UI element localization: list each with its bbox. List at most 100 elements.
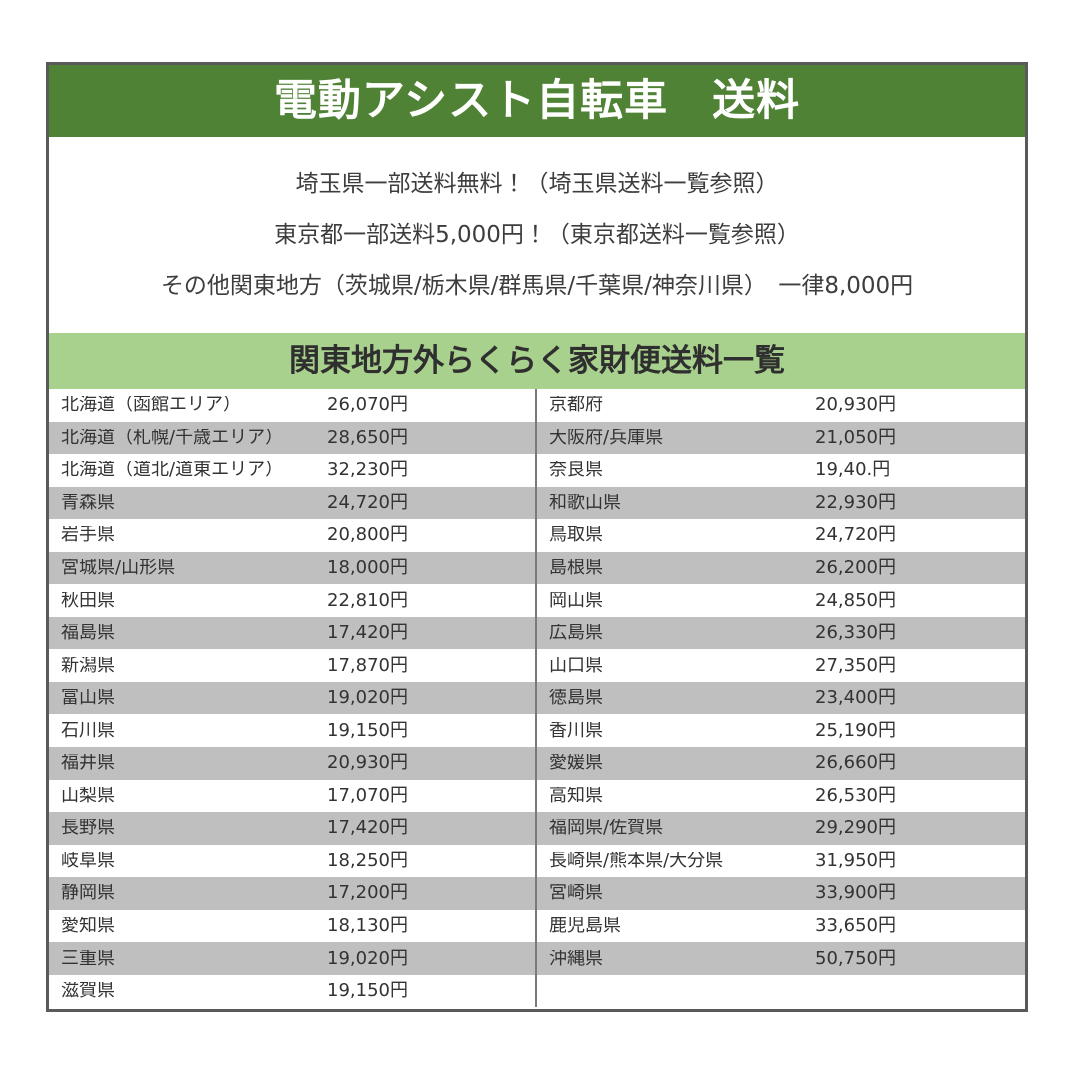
region-label: 広島県 [549, 624, 603, 643]
fee-amount: 19,150円 [327, 719, 408, 741]
table-row: 徳島県 23,400円 [537, 681, 1025, 715]
fee-amount: 26,070円 [327, 394, 408, 416]
region-label: 富山県 [61, 689, 115, 708]
region-label: 宮崎県 [549, 884, 603, 903]
intro-line-saitama: 埼玉県一部送料無料！（埼玉県送料一覧参照） [295, 171, 779, 197]
table-row: 沖縄県 50,750円 [537, 942, 1025, 975]
fee-amount: 26,660円 [815, 752, 896, 774]
table-row: 北海道（函館エリア） 26,070円 [49, 389, 535, 422]
region-label: 鹿児島県 [549, 917, 621, 936]
table-row: 大阪府/兵庫県 21,050円 [537, 421, 1025, 455]
table-row: 石川県 19,150円 [49, 714, 535, 748]
fee-amount: 18,250円 [327, 849, 408, 871]
table-row: 愛媛県 26,660円 [537, 747, 1025, 780]
fee-amount: 33,650円 [815, 915, 896, 937]
region-label: 岡山県 [549, 591, 603, 610]
region-label: 山梨県 [61, 786, 115, 805]
fee-amount: 27,350円 [815, 654, 896, 676]
table-row: 長野県 17,420円 [49, 812, 535, 845]
table-row: 北海道（道北/道東エリア） 32,230円 [49, 454, 535, 487]
table-row: 新潟県 17,870円 [49, 649, 535, 682]
fee-amount: 32,230円 [327, 459, 408, 481]
title-banner: 電動アシスト自転車 送料 [49, 65, 1025, 137]
table-row: 三重県 19,020円 [49, 942, 535, 975]
region-label: 和歌山県 [549, 493, 621, 512]
table-row: 鳥取県 24,720円 [537, 519, 1025, 552]
fee-amount: 19,020円 [327, 947, 408, 969]
table-row: 滋賀県 19,150円 [49, 974, 535, 1008]
fee-amount: 22,810円 [327, 589, 408, 611]
table-row: 青森県 24,720円 [49, 486, 535, 520]
region-label: 北海道（道北/道東エリア） [61, 461, 284, 480]
fee-amount: 50,750円 [815, 947, 896, 969]
region-label: 長野県 [61, 819, 115, 838]
region-label: 青森県 [61, 493, 115, 512]
fee-amount: 17,070円 [327, 784, 408, 806]
fee-table: 北海道（函館エリア） 26,070円北海道（札幌/千歳エリア） 28,650円北海道… [49, 389, 1025, 1008]
shipping-fee-card: 電動アシスト自転車 送料 埼玉県一部送料無料！（埼玉県送料一覧参照） 東京都一部… [46, 62, 1028, 1012]
table-row: 福井県 20,930円 [49, 747, 535, 780]
region-label: 岐阜県 [61, 851, 115, 870]
region-label: 京都府 [549, 396, 603, 415]
fee-amount: 28,650円 [327, 426, 408, 448]
region-label: 福井県 [61, 754, 115, 773]
table-row: 和歌山県 22,930円 [537, 486, 1025, 520]
table-row: 山口県 27,350円 [537, 649, 1025, 682]
section-title: 関東地方外らくらく家財便送料一覧 [289, 342, 785, 379]
region-label: 福島県 [61, 624, 115, 643]
table-row: 岡山県 24,850円 [537, 584, 1025, 617]
fee-amount: 25,190円 [815, 719, 896, 741]
intro-notes: 埼玉県一部送料無料！（埼玉県送料一覧参照） 東京都一部送料5,000円！（東京都… [49, 137, 1025, 333]
fee-amount: 26,200円 [815, 557, 896, 578]
fee-amount: 24,720円 [327, 491, 408, 513]
region-label: 高知県 [549, 786, 603, 805]
table-row: 山梨県 17,070円 [49, 779, 535, 813]
fee-amount: 19,020円 [327, 687, 408, 709]
table-row: 長崎県/熊本県/大分県 31,950円 [537, 844, 1025, 878]
table-row: 広島県 26,330円 [537, 616, 1025, 650]
fee-amount: 31,950円 [815, 849, 896, 871]
fee-amount: 33,900円 [815, 882, 896, 904]
region-label: 沖縄県 [549, 949, 603, 968]
region-label: 三重県 [61, 949, 115, 968]
region-label: 山口県 [549, 656, 603, 675]
intro-line-tokyo: 東京都一部送料5,000円！（東京都送料一覧参照） [274, 221, 800, 248]
region-label: 長崎県/熊本県/大分県 [549, 851, 724, 870]
table-row-empty [537, 974, 1025, 1008]
region-label: 石川県 [61, 721, 115, 740]
fee-amount: 20,930円 [815, 394, 896, 416]
table-row: 京都府 20,930円 [537, 389, 1025, 422]
fee-amount: 17,420円 [327, 622, 408, 644]
fee-amount: 17,420円 [327, 817, 408, 839]
fee-amount: 17,870円 [327, 654, 408, 676]
region-label: 岩手県 [61, 526, 115, 545]
region-label: 新潟県 [61, 656, 115, 675]
region-label: 北海道（札幌/千歳エリア） [61, 428, 284, 447]
fee-amount: 26,530円 [815, 784, 896, 806]
region-label: 愛知県 [61, 917, 115, 936]
table-row: 岩手県 20,800円 [49, 519, 535, 552]
intro-line-kanto-other: その他関東地方（茨城県/栃木県/群馬県/千葉県/神奈川県） 一律8,000円 [160, 272, 914, 299]
page-title: 電動アシスト自転車 送料 [273, 75, 801, 126]
section-banner: 関東地方外らくらく家財便送料一覧 [49, 333, 1025, 389]
table-row: 奈良県 19,40.円 [537, 454, 1025, 487]
fee-amount: 23,400円 [815, 687, 896, 709]
fee-amount: 21,050円 [815, 426, 896, 448]
table-row: 静岡県 17,200円 [49, 877, 535, 910]
region-label: 島根県 [549, 559, 603, 577]
fee-amount: 19,150円 [327, 980, 408, 1002]
table-row: 福岡県/佐賀県 29,290円 [537, 812, 1025, 845]
fee-amount: 20,930円 [327, 752, 408, 774]
table-row: 高知県 26,530円 [537, 779, 1025, 813]
region-label: 秋田県 [61, 591, 115, 610]
table-row: 宮城県/山形県 18,000円 [49, 551, 535, 585]
fee-column-right: 京都府 20,930円大阪府/兵庫県 21,050円奈良県 19,40.円和歌山県 22… [537, 389, 1025, 1008]
region-label: 宮城県/山形県 [61, 559, 176, 577]
fee-amount: 26,330円 [815, 622, 896, 644]
fee-amount: 19,40.円 [815, 459, 891, 481]
fee-amount: 17,200円 [327, 882, 408, 904]
region-label: 奈良県 [549, 461, 603, 480]
table-row: 宮崎県 33,900円 [537, 877, 1025, 910]
region-label: 愛媛県 [549, 754, 603, 773]
